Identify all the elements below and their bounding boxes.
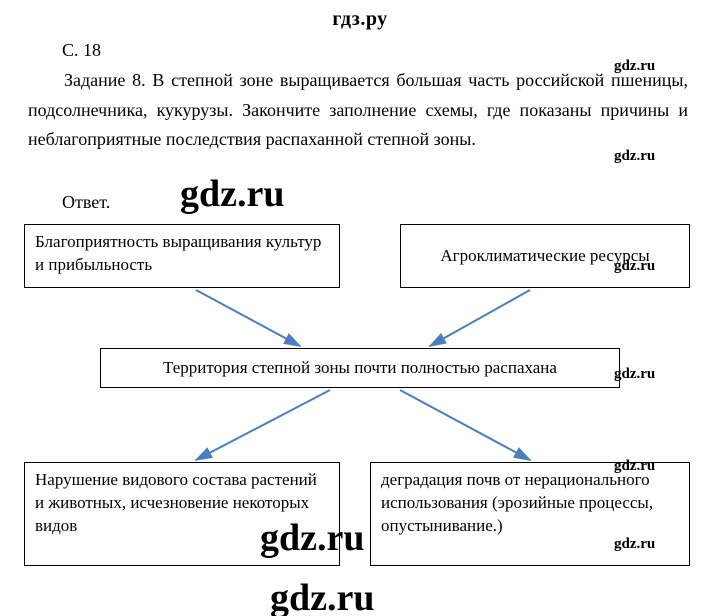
answer-label: Ответ. (62, 192, 110, 213)
site-header: гдз.ру (0, 8, 720, 31)
page-reference: С. 18 (62, 40, 101, 61)
watermark-big: gdz.ru (180, 172, 285, 216)
diagram-edge (430, 290, 530, 346)
diagram-edge (196, 390, 330, 460)
diagram-edge (196, 290, 300, 346)
watermark-big: gdz.ru (270, 576, 375, 616)
diagram-edge (400, 390, 530, 460)
watermark-small: gdz.ru (614, 366, 655, 383)
diagram-node-top_left: Благоприятность выращивания культур и пр… (24, 224, 340, 288)
diagram-node-bot_right: деградация почв от нерационального испол… (370, 462, 690, 566)
diagram-node-bot_left: Нарушение видового состава растенийи жив… (24, 462, 340, 566)
diagram-node-top_right: Агроклиматические ресурсы (400, 224, 690, 288)
diagram-node-center: Территория степной зоны почти полностью … (100, 348, 620, 388)
task-text: Задание 8. В степной зоне выращивается б… (28, 66, 688, 155)
